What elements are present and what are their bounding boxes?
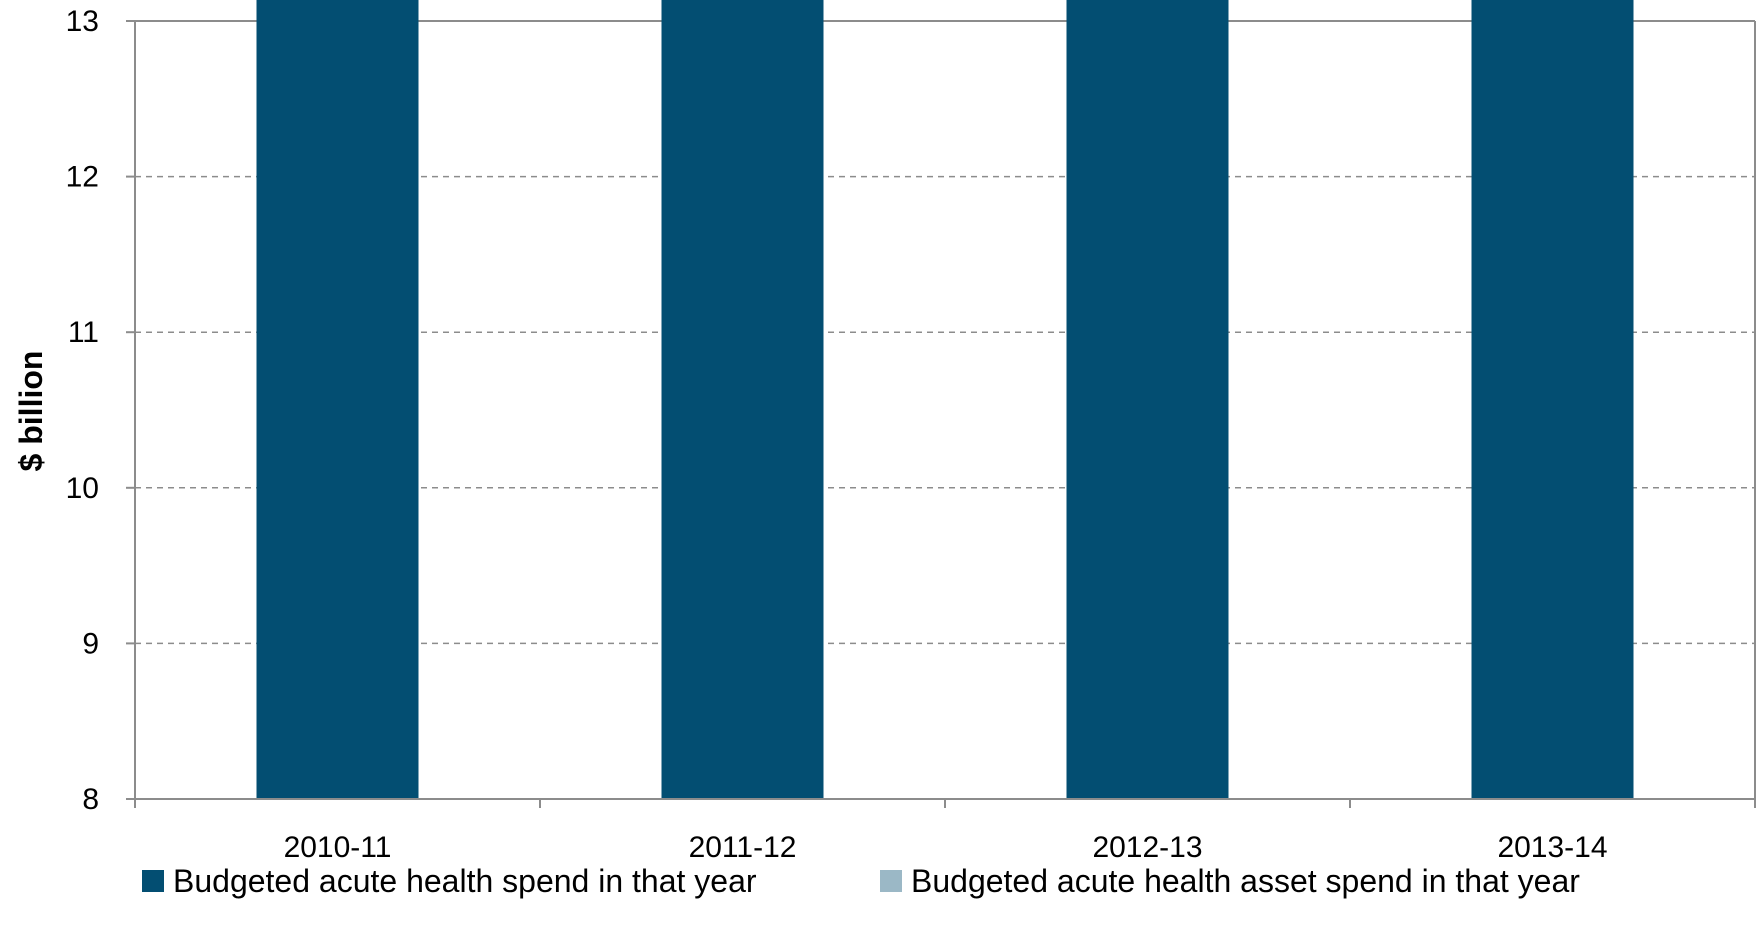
bars bbox=[256, 0, 1634, 800]
bar-2012-13-series-1 bbox=[1066, 0, 1229, 799]
y-tick-label-8: 8 bbox=[82, 783, 99, 816]
legend-label-2: Budgeted acute health asset spend in tha… bbox=[911, 863, 1580, 899]
legend-label-1: Budgeted acute health spend in that year bbox=[173, 863, 757, 899]
y-tick-label-11: 11 bbox=[68, 316, 99, 349]
y-axis-title: $ billion bbox=[13, 351, 49, 472]
x-tick-label-2013-14: 2013-14 bbox=[1497, 831, 1607, 864]
x-tick-label-2011-12: 2011-12 bbox=[689, 831, 797, 864]
y-ticks: 8 9 10 11 12 13 bbox=[66, 5, 135, 816]
bar-2010-11-series-1 bbox=[256, 0, 419, 799]
bar-2011-12-series-1 bbox=[661, 0, 824, 800]
bar-2013-14-series-1 bbox=[1471, 0, 1634, 799]
y-tick-label-10: 10 bbox=[66, 472, 99, 505]
y-tick-label-9: 9 bbox=[82, 627, 99, 660]
x-ticks: 2010-11 2011-12 2012-13 2013-14 bbox=[134, 799, 1756, 864]
x-tick-label-2010-11: 2010-11 bbox=[284, 831, 392, 864]
y-tick-label-13: 13 bbox=[66, 5, 99, 38]
legend-swatch-1 bbox=[142, 870, 164, 892]
legend-swatch-2 bbox=[880, 870, 902, 892]
y-tick-label-12: 12 bbox=[66, 161, 99, 194]
x-tick-label-2012-13: 2012-13 bbox=[1092, 831, 1202, 864]
legend: Budgeted acute health spend in that year… bbox=[142, 863, 1580, 899]
